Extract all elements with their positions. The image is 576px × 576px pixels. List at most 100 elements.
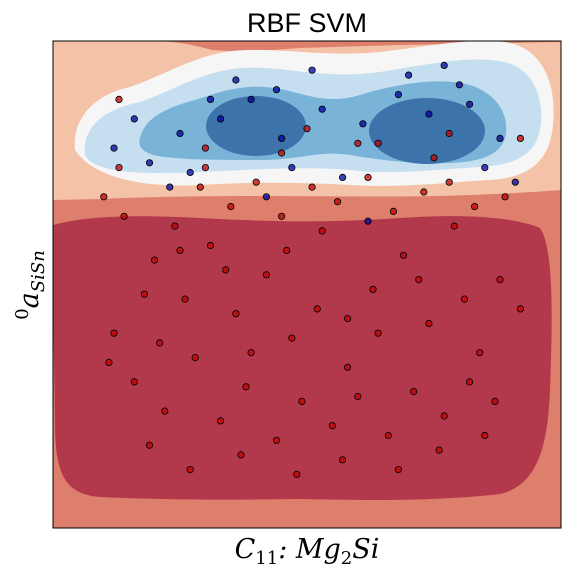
data-point-1-14 [404,71,413,79]
data-point-1-7 [359,120,367,128]
data-point-1-5 [277,134,286,142]
data-point-0-35 [227,203,235,211]
data-point-1-0 [110,144,118,152]
data-point-0-31 [110,329,118,337]
x-axis-label-rest: : Mg [278,534,341,565]
data-point-0-49 [430,154,438,162]
data-point-0-11 [399,251,408,259]
data-point-0-75 [303,125,311,133]
x-axis-label-main: C [235,534,256,565]
plot-frame [52,40,562,529]
y-axis-label: 0aSiSn [12,250,49,320]
data-point-1-21 [262,193,270,201]
data-point-0-72 [374,139,382,147]
data-point-0-39 [333,198,342,206]
data-point-1-13 [272,86,281,94]
data-point-0-64 [374,329,382,337]
data-point-0-45 [501,193,509,201]
data-point-0-1 [120,212,128,220]
data-point-0-28 [440,412,448,420]
data-point-0-36 [252,178,260,186]
data-point-0-19 [191,353,199,362]
data-point-0-54 [237,451,245,459]
data-point-0-61 [222,266,230,274]
data-point-0-59 [481,431,489,440]
data-point-0-44 [470,203,479,211]
data-point-0-20 [217,417,225,425]
data-point-0-55 [293,470,301,478]
data-point-1-2 [176,129,184,138]
data-point-0-71 [201,164,209,172]
data-point-0-63 [313,305,321,313]
decision-region-dark-blue-left [206,96,306,156]
data-point-0-7 [288,334,296,342]
data-point-0-25 [354,392,362,401]
x-axis-label-sub: 11 [255,548,278,569]
data-point-0-70 [115,95,123,104]
data-point-1-27 [130,115,138,123]
data-point-1-24 [206,95,215,104]
y-axis-label-main: a [14,292,45,308]
data-point-0-26 [384,431,392,440]
data-point-0-22 [272,436,281,444]
data-point-0-30 [491,397,499,405]
x-axis-label-tail: Si [352,534,379,565]
y-axis-label-sub: SiSn [28,250,49,292]
data-point-0-67 [247,349,255,357]
data-point-0-27 [410,387,418,396]
data-point-0-50 [115,164,123,172]
data-point-1-11 [496,134,504,142]
data-point-0-23 [298,397,306,405]
data-point-1-19 [481,164,489,172]
data-point-0-66 [460,295,469,303]
data-point-0-69 [176,246,184,254]
data-point-1-9 [425,110,433,118]
data-point-0-0 [100,193,108,201]
data-point-0-40 [364,173,372,181]
data-point-1-1 [145,159,154,167]
data-point-1-8 [394,91,402,99]
data-point-0-53 [186,465,194,474]
data-point-0-15 [496,275,504,284]
data-point-0-4 [206,241,215,250]
data-point-1-6 [318,105,326,113]
data-point-0-8 [318,227,326,235]
scatter-points [100,61,525,478]
data-point-0-60 [156,339,164,347]
data-point-1-22 [166,183,174,191]
data-point-0-32 [140,290,148,298]
data-point-0-16 [516,305,525,313]
data-point-1-20 [364,217,372,225]
chart-title: RBF SVM [247,8,367,38]
data-point-1-3 [217,115,225,123]
data-point-0-38 [308,183,316,191]
data-point-0-57 [394,465,402,474]
data-point-1-17 [288,164,296,172]
data-point-1-18 [338,173,347,181]
data-point-1-15 [455,81,463,89]
data-point-0-62 [283,246,291,254]
data-point-0-14 [476,349,484,357]
data-point-0-48 [354,139,362,147]
data-point-1-12 [232,76,240,84]
data-point-0-58 [435,446,443,454]
data-point-0-12 [425,319,433,328]
data-point-1-16 [186,168,194,177]
y-axis-label-sup: 0 [12,308,33,319]
data-point-0-73 [445,129,453,138]
data-point-0-21 [242,383,250,391]
data-point-0-17 [130,378,138,386]
data-point-0-41 [389,207,397,215]
data-point-0-10 [369,285,377,293]
data-point-0-74 [516,134,525,142]
data-point-0-51 [105,358,113,366]
decision-region-deep-red [53,216,552,500]
data-point-0-46 [201,144,209,152]
x-axis-label: C11: Mg2Si [235,534,380,569]
data-point-0-52 [145,441,154,449]
data-point-0-43 [445,178,453,186]
plot-area [53,41,561,528]
data-point-0-3 [181,295,189,303]
data-point-0-47 [277,149,286,157]
